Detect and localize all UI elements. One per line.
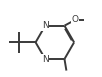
Text: N: N <box>42 21 49 30</box>
Text: O: O <box>72 15 79 24</box>
Text: N: N <box>42 55 49 64</box>
